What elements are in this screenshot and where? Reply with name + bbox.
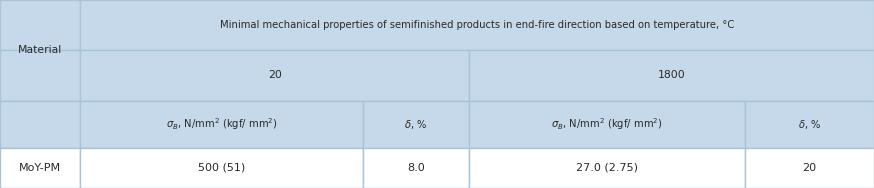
Bar — [363, 148, 469, 188]
Bar — [80, 0, 874, 50]
Bar — [363, 101, 469, 148]
Bar — [745, 148, 874, 188]
Bar — [0, 0, 80, 50]
Text: $\sigma_B$, N/mm$^2$ (kgf/ mm$^2$): $\sigma_B$, N/mm$^2$ (kgf/ mm$^2$) — [551, 116, 662, 132]
Text: MoY-PM: MoY-PM — [19, 163, 61, 173]
Text: $\delta$, %: $\delta$, % — [405, 118, 427, 131]
Bar — [80, 148, 363, 188]
Text: Material: Material — [18, 45, 62, 55]
Bar — [469, 148, 745, 188]
Text: 27.0 (2.75): 27.0 (2.75) — [576, 163, 638, 173]
Bar — [469, 101, 745, 148]
Text: 20: 20 — [268, 70, 281, 80]
Bar — [0, 101, 80, 148]
Bar — [0, 50, 80, 101]
Text: 1800: 1800 — [658, 70, 685, 80]
Text: Minimal mechanical properties of semifinished products in end-fire direction bas: Minimal mechanical properties of semifin… — [220, 20, 734, 30]
Bar — [80, 50, 469, 101]
Text: 500 (51): 500 (51) — [198, 163, 246, 173]
Bar — [745, 101, 874, 148]
Text: 20: 20 — [802, 163, 816, 173]
Text: $\sigma_B$, N/mm$^2$ (kgf/ mm$^2$): $\sigma_B$, N/mm$^2$ (kgf/ mm$^2$) — [166, 116, 277, 132]
Bar — [0, 148, 80, 188]
Text: 8.0: 8.0 — [407, 163, 425, 173]
Text: $\delta$, %: $\delta$, % — [798, 118, 821, 131]
Bar — [469, 50, 874, 101]
Bar — [80, 101, 363, 148]
